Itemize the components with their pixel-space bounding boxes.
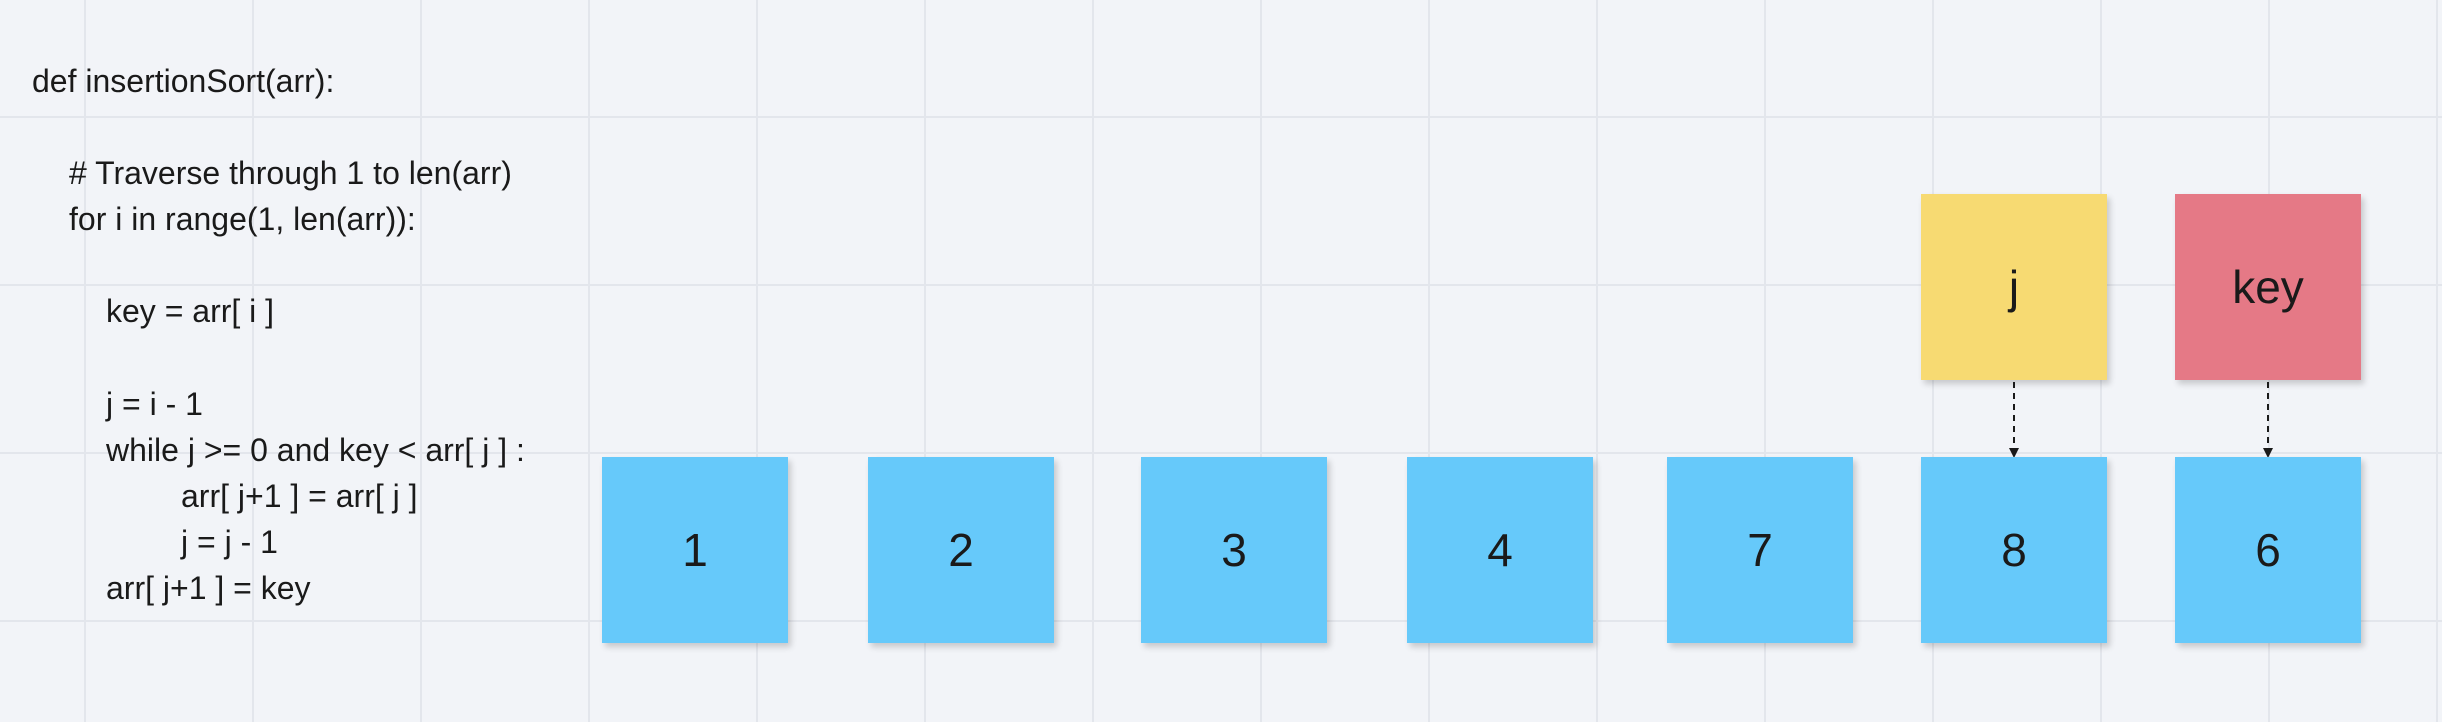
code-line-insert: arr[ j+1 ] = key (106, 570, 311, 606)
array-cell-2[interactable]: 3 (1141, 457, 1327, 643)
code-line-comment: # Traverse through 1 to len(arr) (69, 155, 512, 191)
pointer-j-note[interactable]: j (1921, 194, 2107, 380)
code-line-while: while j >= 0 and key < arr[ j ] : (106, 432, 525, 468)
array-cell-6[interactable]: 6 (2175, 457, 2361, 643)
code-line-decrement: j = j - 1 (181, 524, 278, 560)
code-line-shift: arr[ j+1 ] = arr[ j ] (181, 478, 418, 514)
array-cell-0[interactable]: 1 (602, 457, 788, 643)
array-cell-5[interactable]: 8 (1921, 457, 2107, 643)
array-cell-4[interactable]: 7 (1667, 457, 1853, 643)
pointer-key-note[interactable]: key (2175, 194, 2361, 380)
code-line-j-assign: j = i - 1 (106, 386, 203, 422)
code-line-for: for i in range(1, len(arr)): (69, 201, 416, 237)
code-line-def: def insertionSort(arr): (32, 63, 335, 99)
code-line-key-assign: key = arr[ i ] (106, 293, 275, 329)
array-cell-1[interactable]: 2 (868, 457, 1054, 643)
array-cell-3[interactable]: 4 (1407, 457, 1593, 643)
